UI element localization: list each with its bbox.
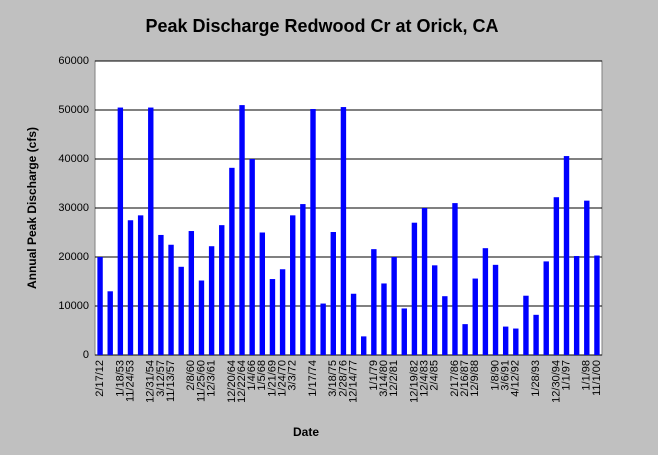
y-axis-title: Annual Peak Discharge (cfs) — [25, 127, 39, 289]
bar — [137, 215, 144, 355]
bar — [269, 279, 276, 355]
bar — [340, 107, 347, 355]
bar — [229, 167, 235, 355]
x-tick-label: 12/20/64 — [226, 360, 238, 403]
bar — [533, 314, 539, 355]
bar — [178, 266, 184, 355]
bar — [391, 257, 397, 355]
x-tick-label: 1/5/68 — [256, 360, 268, 391]
x-tick-label: 1/1/97 — [560, 360, 572, 391]
bar — [431, 265, 438, 355]
bar — [259, 232, 266, 355]
bar — [381, 283, 387, 355]
x-tick-label: 2/16/87 — [459, 360, 471, 397]
bar — [249, 159, 255, 355]
bar — [208, 246, 215, 355]
y-tick-label: 20000 — [58, 251, 89, 263]
x-tick-label: 11/1/00 — [591, 360, 603, 396]
chart-title: Peak Discharge Redwood Cr at Orick, CA — [145, 16, 498, 36]
x-tick-label: 2/8/60 — [185, 360, 197, 391]
bar — [543, 261, 549, 355]
x-tick-label: 1/8/90 — [489, 360, 501, 391]
y-tick-label: 30000 — [58, 202, 89, 214]
x-tick-label: 2/28/76 — [337, 360, 349, 397]
x-tick-label: 2/4/85 — [429, 360, 441, 391]
bar — [350, 293, 357, 355]
x-tick-label: 12/9/88 — [469, 360, 481, 397]
x-tick-label: 1/24/70 — [276, 360, 288, 397]
bar — [148, 107, 154, 355]
bar — [492, 264, 499, 355]
bar — [127, 220, 134, 355]
bar — [502, 326, 509, 355]
bar — [371, 249, 377, 355]
bar — [361, 336, 367, 355]
x-tick-label: 1/4/66 — [246, 360, 258, 391]
x-tick-label: 11/25/60 — [195, 360, 207, 402]
bar — [107, 291, 113, 355]
x-tick-label: 4/12/92 — [510, 360, 522, 397]
bar — [320, 303, 326, 355]
x-tick-label: 11/24/53 — [124, 360, 136, 402]
bar — [482, 248, 489, 355]
bar — [158, 234, 164, 355]
x-tick-label: 3/6/91 — [500, 360, 512, 391]
y-tick-label: 40000 — [58, 153, 89, 165]
x-tick-label: 1/18/53 — [114, 360, 126, 397]
bar — [97, 257, 103, 355]
x-tick-label: 12/3/61 — [206, 360, 218, 397]
bar — [300, 204, 306, 355]
bar — [117, 107, 124, 355]
bar — [330, 232, 336, 355]
bar — [523, 295, 529, 355]
x-tick-label: 12/19/82 — [408, 360, 420, 403]
bar — [442, 296, 448, 355]
bar — [573, 256, 580, 355]
x-tick-label: 12/22/64 — [236, 360, 248, 403]
x-tick-label: 3/12/57 — [155, 360, 167, 397]
x-tick-label: 2/17/12 — [94, 360, 106, 397]
x-tick-label: 1/1/98 — [581, 360, 593, 391]
x-tick-label: 12/2/81 — [388, 360, 400, 397]
bar — [594, 255, 600, 355]
bar — [462, 324, 468, 355]
x-tick-label: 11/13/57 — [165, 360, 177, 402]
x-tick-label: 3/3/72 — [287, 360, 299, 391]
y-tick-label: 50000 — [58, 104, 89, 116]
bar — [198, 280, 205, 355]
x-tick-label: 1/17/74 — [307, 360, 319, 397]
x-tick-label: 12/30/94 — [550, 360, 562, 403]
bar — [219, 225, 225, 355]
x-tick-label: 1/28/93 — [530, 360, 542, 397]
x-tick-label: 12/31/54 — [145, 360, 157, 403]
x-tick-label: 3/18/75 — [327, 360, 339, 397]
x-tick-label: 1/1/79 — [368, 360, 380, 391]
x-tick-label: 12/14/77 — [347, 360, 359, 403]
x-tick-label: 2/17/86 — [449, 360, 461, 397]
x-tick-label: 12/4/83 — [418, 360, 430, 397]
bar — [310, 109, 316, 356]
bar — [411, 222, 418, 355]
bar — [239, 105, 245, 355]
x-tick-label: 3/14/80 — [378, 360, 390, 397]
bar — [513, 328, 519, 355]
bar — [290, 215, 296, 355]
bar — [279, 269, 286, 355]
y-tick-label: 10000 — [58, 300, 89, 312]
y-tick-label: 60000 — [58, 55, 89, 67]
bar — [401, 308, 407, 355]
bar — [452, 203, 458, 355]
bar — [188, 231, 195, 355]
bar — [584, 200, 590, 355]
x-tick-label: 1/21/69 — [266, 360, 278, 397]
bar — [472, 278, 478, 355]
x-axis-title: Date — [293, 425, 319, 439]
bar — [168, 244, 174, 355]
bar — [553, 197, 560, 355]
bar — [563, 156, 570, 355]
bar — [421, 208, 428, 355]
y-tick-label: 0 — [83, 349, 89, 361]
